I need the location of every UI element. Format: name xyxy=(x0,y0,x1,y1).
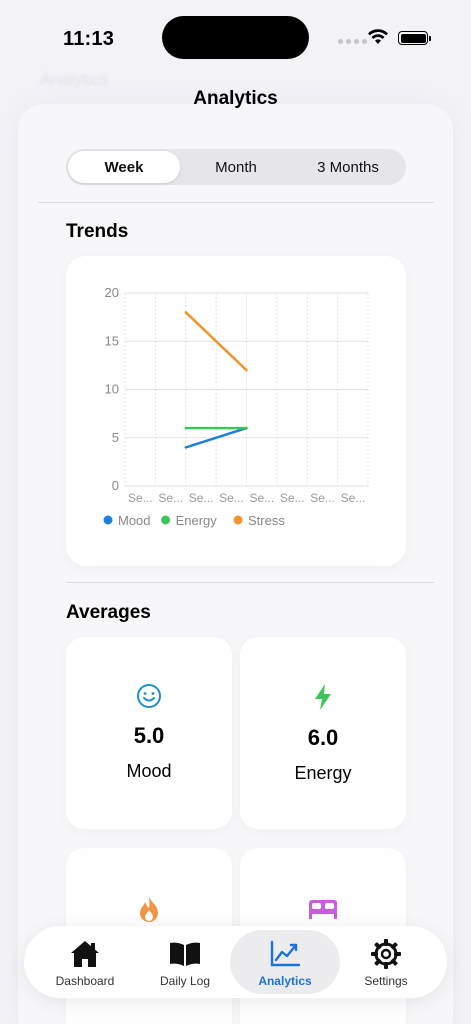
tab-daily-log[interactable]: Daily Log xyxy=(135,926,235,998)
period-segmented-control: Week Month 3 Months xyxy=(66,149,406,185)
dynamic-island xyxy=(162,16,309,59)
average-value: 5.0 xyxy=(133,723,165,748)
x-tick-label: Se... xyxy=(219,491,244,505)
segment-month[interactable]: Month xyxy=(215,158,257,176)
x-tick-label: Se... xyxy=(280,491,305,505)
x-tick-label: Se... xyxy=(189,491,214,505)
y-tick-label: 15 xyxy=(105,333,119,348)
tab-bar: Dashboard Daily Log Analytics xyxy=(24,926,447,998)
bed-icon xyxy=(240,898,406,920)
tab-dashboard[interactable]: Dashboard xyxy=(35,926,135,998)
tab-label: Dashboard xyxy=(55,974,115,988)
wifi-icon xyxy=(368,29,388,44)
trends-title: Trends xyxy=(66,221,129,242)
tab-analytics[interactable]: Analytics xyxy=(235,926,335,998)
legend-marker xyxy=(103,515,113,525)
trends-chart: 0 5 10 15 20 Se... Se... Se... Se... Se... Se... Se… xyxy=(103,285,369,528)
legend-label: Mood xyxy=(118,513,151,528)
battery-icon xyxy=(398,31,431,45)
chart-icon xyxy=(269,938,301,970)
book-icon xyxy=(168,938,202,970)
divider xyxy=(38,202,434,203)
smiley-icon xyxy=(66,683,232,709)
tab-label: Settings xyxy=(364,974,408,988)
cellular-signal-icon xyxy=(338,39,367,44)
average-label: Energy xyxy=(294,763,352,783)
gear-icon xyxy=(370,938,402,970)
house-icon xyxy=(69,938,101,970)
average-value: 6.0 xyxy=(307,725,339,750)
x-tick-label: Se... xyxy=(128,491,153,505)
status-time: 11:13 xyxy=(63,28,115,50)
tab-label: Analytics xyxy=(258,974,312,988)
segment-week[interactable]: Week xyxy=(68,151,180,183)
active-tab-highlight xyxy=(230,930,340,994)
trends-chart-card: 0 5 10 15 20 Se... Se... Se... Se... Se... Se... Se… xyxy=(66,256,406,566)
average-label: Mood xyxy=(126,761,172,781)
y-tick-label: 20 xyxy=(105,285,119,300)
divider xyxy=(66,582,434,583)
flame-icon xyxy=(66,896,232,924)
legend-label: Stress xyxy=(248,513,285,528)
legend-marker xyxy=(161,515,171,525)
x-tick-label: Se... xyxy=(158,491,183,505)
averages-title: Averages xyxy=(66,602,151,623)
y-tick-label: 0 xyxy=(112,478,119,493)
tab-label: Daily Log xyxy=(159,974,211,988)
bolt-icon xyxy=(240,683,406,711)
average-card-energy[interactable]: 6.0 Energy xyxy=(240,637,406,829)
legend-label: Energy xyxy=(176,513,218,528)
legend-marker xyxy=(233,515,243,525)
tab-settings[interactable]: Settings xyxy=(336,926,436,998)
series-line-mood xyxy=(184,426,248,449)
page-title: Analytics xyxy=(193,88,278,109)
average-card-mood[interactable]: 5.0 Mood xyxy=(66,637,232,829)
y-tick-label: 10 xyxy=(105,382,119,397)
x-tick-label: Se... xyxy=(341,491,366,505)
status-bar: 11:13 xyxy=(0,0,471,72)
large-title-ghost: Analytics xyxy=(40,70,109,89)
series-line-stress xyxy=(184,311,248,372)
x-tick-label: Se... xyxy=(250,491,275,505)
y-tick-label: 5 xyxy=(112,430,119,445)
segment-3-months[interactable]: 3 Months xyxy=(317,158,379,176)
x-tick-label: Se... xyxy=(310,491,335,505)
